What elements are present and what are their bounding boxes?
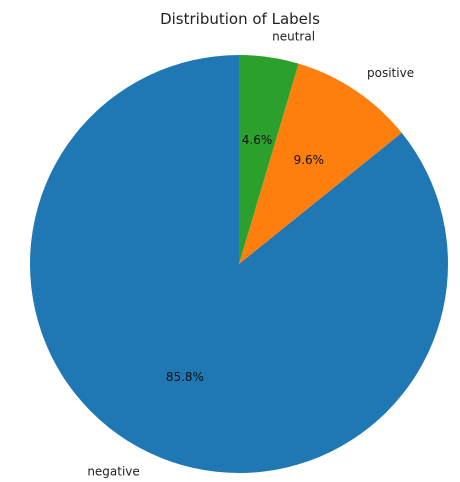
chart-title: Distribution of Labels xyxy=(160,10,320,28)
pct-label-neutral: 4.6% xyxy=(242,133,273,147)
pie-slice-positive xyxy=(239,63,402,264)
pct-label-positive: 9.6% xyxy=(294,153,325,167)
slice-label-negative: negative xyxy=(87,464,139,478)
pie-labels: negative 85.8% positive 9.6% neutral 4.6% xyxy=(87,30,414,479)
pct-label-negative: 85.8% xyxy=(166,370,204,384)
pie-slice-neutral xyxy=(239,55,299,264)
slice-label-positive: positive xyxy=(367,66,414,80)
slice-label-neutral: neutral xyxy=(272,30,315,44)
pie-slices xyxy=(30,55,449,474)
pie-slice-negative xyxy=(30,55,449,474)
